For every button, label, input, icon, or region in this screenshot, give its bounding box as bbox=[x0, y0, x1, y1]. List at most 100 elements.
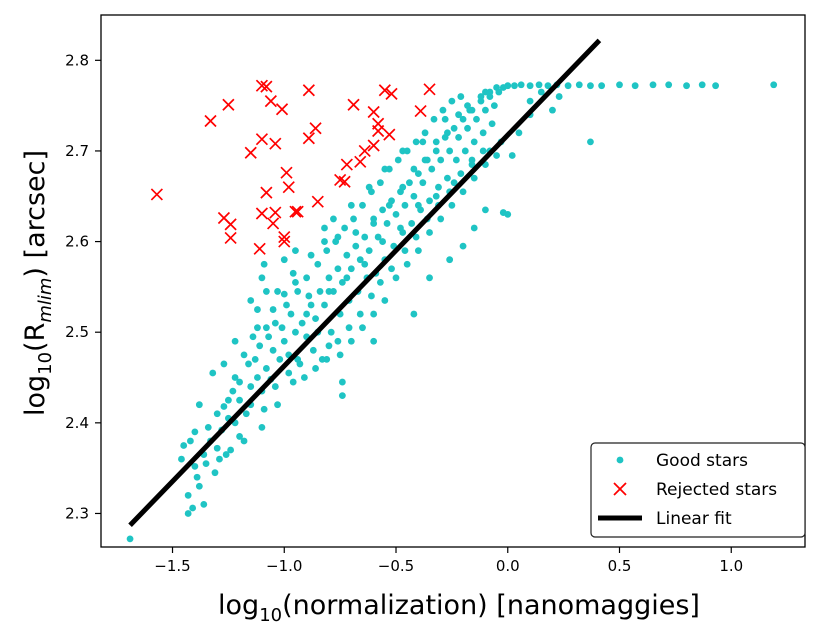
rejected-star-point bbox=[253, 242, 266, 255]
good-star-point bbox=[280, 290, 288, 298]
good-star-point bbox=[247, 383, 255, 390]
rejected-star-point bbox=[291, 205, 304, 218]
good-star-point bbox=[216, 455, 223, 463]
good-star-point bbox=[202, 460, 210, 468]
good-star-point bbox=[258, 423, 266, 431]
good-star-point bbox=[256, 342, 264, 350]
good-star-point bbox=[292, 247, 299, 255]
good-star-point bbox=[437, 156, 445, 164]
rejected-star-point bbox=[266, 217, 280, 230]
good-star-point bbox=[455, 111, 462, 119]
good-star-point bbox=[269, 306, 277, 313]
good-star-point bbox=[490, 102, 498, 110]
good-star-point bbox=[325, 274, 333, 282]
legend-good-marker bbox=[616, 456, 624, 464]
good-star-point bbox=[544, 82, 552, 90]
rejected-star-point bbox=[264, 94, 277, 108]
good-star-point bbox=[446, 147, 454, 155]
good-star-point bbox=[368, 292, 375, 300]
rejected-star-point bbox=[255, 207, 269, 220]
good-star-point bbox=[347, 337, 355, 345]
good-star-point bbox=[298, 319, 306, 327]
rejected-star-point bbox=[224, 231, 237, 245]
good-star-point bbox=[587, 82, 594, 90]
good-star-point bbox=[426, 229, 433, 236]
good-star-point bbox=[479, 129, 487, 137]
good-star-point bbox=[180, 442, 188, 449]
good-star-point bbox=[283, 301, 290, 309]
good-star-point bbox=[526, 97, 534, 105]
good-star-point bbox=[294, 288, 302, 295]
good-star-point bbox=[338, 378, 346, 386]
good-star-point bbox=[178, 455, 185, 463]
good-star-point bbox=[204, 423, 212, 431]
x-tick-label: 0.0 bbox=[496, 557, 520, 575]
good-star-point bbox=[347, 201, 355, 209]
good-star-point bbox=[448, 97, 456, 105]
rejected-star-point bbox=[423, 83, 436, 96]
good-star-point bbox=[459, 242, 467, 250]
good-star-point bbox=[314, 260, 322, 268]
good-star-point bbox=[564, 82, 572, 90]
legend-rejected-label: Rejected stars bbox=[656, 480, 777, 500]
good-star-point bbox=[473, 115, 480, 123]
good-star-point bbox=[575, 81, 583, 89]
good-star-point bbox=[414, 201, 422, 209]
good-star-point bbox=[334, 337, 342, 345]
rejected-star-point bbox=[383, 128, 396, 141]
good-star-point bbox=[482, 206, 489, 214]
good-star-point bbox=[229, 387, 237, 395]
good-star-point bbox=[361, 260, 369, 268]
good-star-point bbox=[448, 201, 456, 209]
x-tick-label: −1.5 bbox=[154, 557, 190, 575]
good-star-point bbox=[338, 278, 346, 286]
good-star-point bbox=[236, 396, 243, 404]
rejected-star-point bbox=[204, 114, 217, 128]
good-star-point bbox=[309, 346, 317, 354]
good-star-point bbox=[397, 224, 404, 232]
good-star-point bbox=[254, 324, 261, 332]
good-star-point bbox=[493, 84, 500, 91]
rejected-star-point bbox=[311, 195, 324, 208]
good-star-point bbox=[305, 292, 313, 300]
good-star-point bbox=[213, 410, 221, 418]
good-star-point bbox=[211, 469, 219, 477]
rejected-star-point bbox=[354, 155, 367, 168]
rejected-star-point bbox=[302, 132, 315, 145]
good-star-point bbox=[587, 138, 594, 146]
x-tick-label: 1.0 bbox=[719, 557, 743, 575]
good-star-point bbox=[392, 274, 400, 282]
x-tick-label: −1.0 bbox=[266, 557, 302, 575]
good-star-point bbox=[459, 188, 467, 196]
good-star-point bbox=[352, 242, 360, 250]
good-star-point bbox=[231, 337, 239, 345]
good-star-point bbox=[482, 106, 489, 114]
good-star-point bbox=[408, 220, 416, 227]
good-star-point bbox=[381, 297, 389, 304]
good-star-point bbox=[327, 328, 335, 336]
good-star-point bbox=[381, 165, 389, 173]
good-star-point bbox=[450, 179, 458, 187]
good-star-point bbox=[195, 482, 203, 490]
good-star-point bbox=[401, 247, 409, 255]
good-star-point bbox=[260, 260, 268, 268]
good-star-point bbox=[468, 161, 476, 168]
rejected-star-point bbox=[367, 139, 380, 152]
good-star-point bbox=[343, 274, 351, 282]
good-star-point bbox=[446, 256, 454, 264]
good-star-point bbox=[535, 81, 543, 89]
good-star-point bbox=[330, 215, 337, 223]
good-star-point bbox=[350, 215, 357, 223]
good-star-point bbox=[265, 333, 273, 341]
good-star-point bbox=[370, 215, 378, 223]
good-star-point bbox=[347, 265, 355, 273]
good-star-point bbox=[414, 170, 422, 178]
good-star-point bbox=[379, 238, 386, 245]
x-axis-label: log10(normalization) [nanomaggies] bbox=[218, 590, 700, 626]
good-star-point bbox=[323, 355, 331, 363]
y-tick-label: 2.6 bbox=[65, 233, 89, 251]
good-star-point bbox=[401, 201, 409, 209]
rejected-star-point bbox=[275, 103, 289, 116]
good-star-point bbox=[300, 374, 308, 381]
good-star-point bbox=[352, 229, 360, 236]
